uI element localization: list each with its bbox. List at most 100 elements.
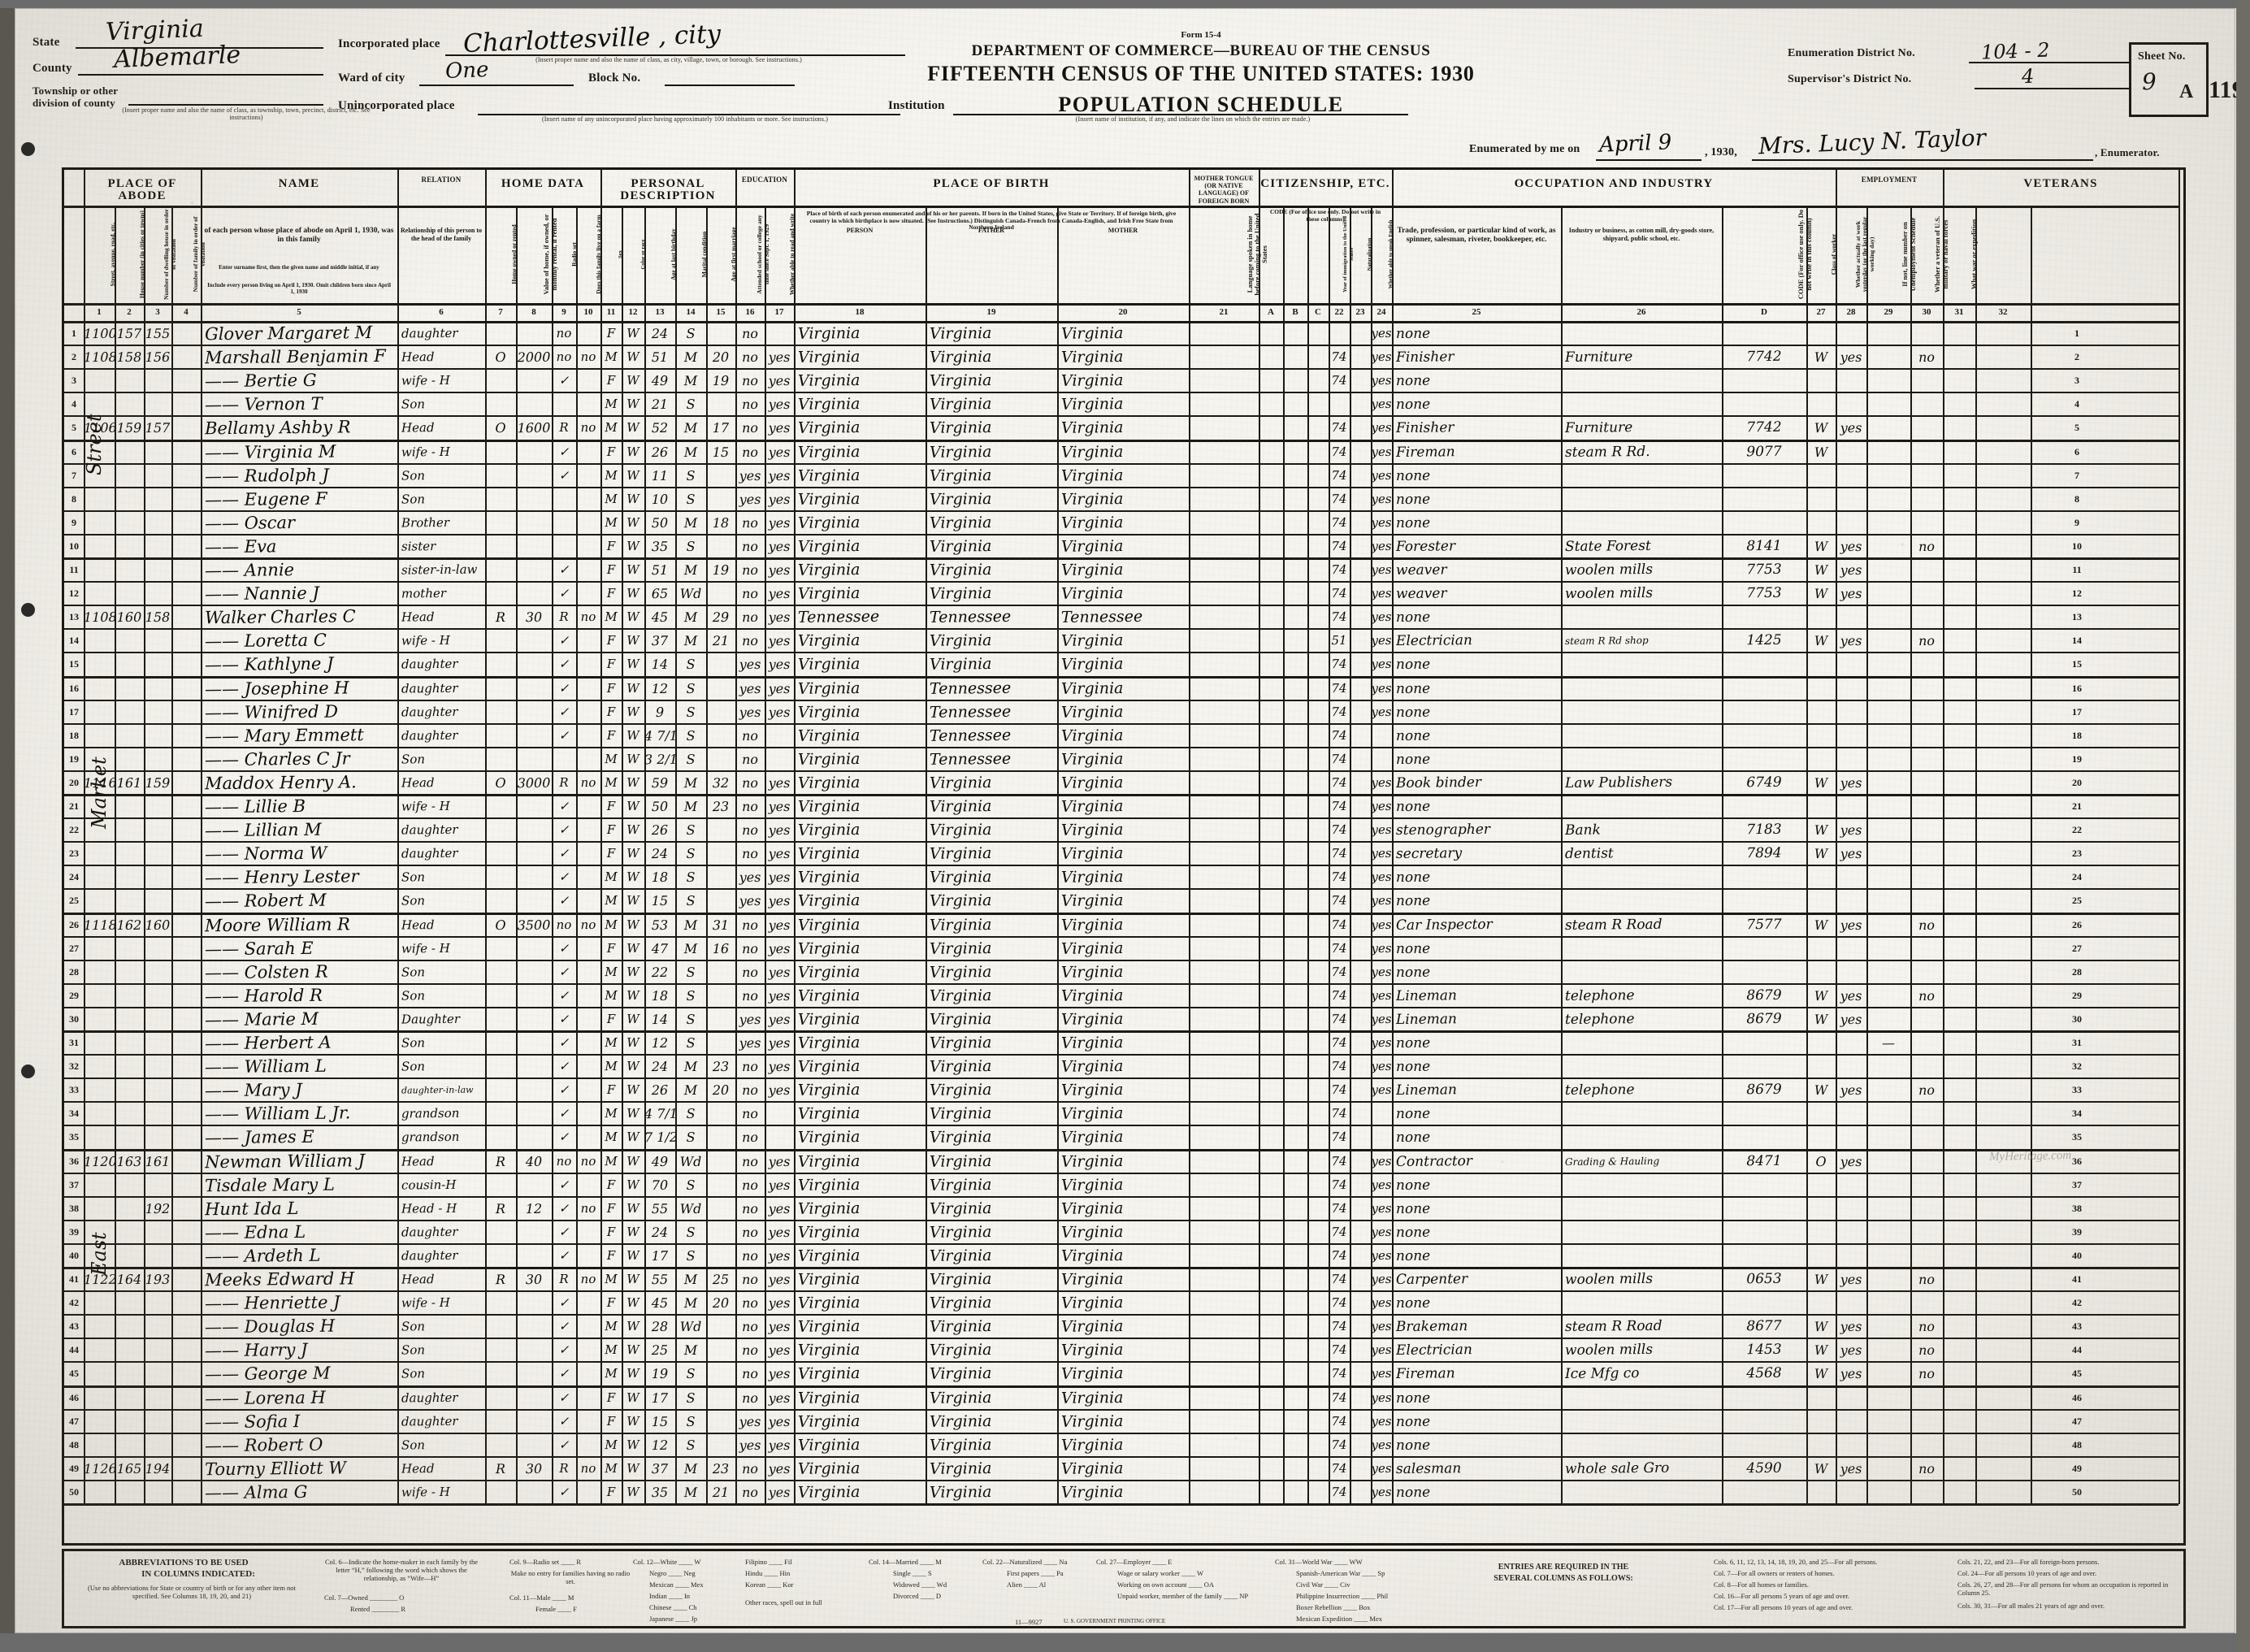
cell-eng: yes xyxy=(1371,1011,1392,1027)
cell-rw: yes xyxy=(768,349,791,366)
cell-cls: W xyxy=(1814,822,1828,839)
grid-line-vertical xyxy=(735,170,737,206)
cell-val: 30 xyxy=(525,1460,543,1476)
cell-code: 7753 xyxy=(1746,561,1782,579)
cell-eng: yes xyxy=(1371,467,1392,483)
column-number: 32 xyxy=(1998,307,2008,317)
cell-eng: yes xyxy=(1371,1460,1392,1476)
cell-sex: M xyxy=(605,1153,618,1169)
row-number-right: 43 xyxy=(2072,1320,2082,1333)
cell-pob: Virginia xyxy=(797,513,861,532)
cell-agem: 16 xyxy=(712,940,730,956)
row-number-left: 50 xyxy=(69,1485,79,1498)
cell-code: 6749 xyxy=(1746,774,1782,791)
cell-race: W xyxy=(626,1153,639,1169)
cell-sex: M xyxy=(605,987,618,1003)
cell-name: Bellamy Ashby R xyxy=(204,418,351,439)
grid-line-vertical xyxy=(1329,206,1330,1504)
cell-rel: wife - H xyxy=(401,940,450,956)
grid-line-horizontal xyxy=(64,1314,2178,1316)
cell-school: no xyxy=(741,1106,759,1122)
cell-imm: 74 xyxy=(1331,751,1347,766)
cell-imm: 74 xyxy=(1331,1011,1347,1026)
cell-ind: woolen mills xyxy=(1564,561,1654,579)
row-number-right: 42 xyxy=(2072,1297,2082,1309)
cell-fpob: Virginia xyxy=(929,939,992,958)
column-number: 15 xyxy=(716,307,726,317)
cell-school: yes xyxy=(739,893,761,909)
row-number-right: 39 xyxy=(2072,1225,2082,1238)
cell-fpob: Virginia xyxy=(929,773,992,792)
cell-fpob: Virginia xyxy=(929,324,992,343)
col31-world-war: Col. 31—World War ____ WW xyxy=(1275,1558,1363,1566)
cell-school: no xyxy=(741,585,759,602)
cell-mar: M xyxy=(683,349,698,366)
row-number-left: 26 xyxy=(69,918,79,930)
cell-emp: yes xyxy=(1840,917,1862,933)
cell-fpob: Virginia xyxy=(929,655,992,674)
cell-code: 7894 xyxy=(1746,844,1782,862)
column-group-header: PERSONAL DESCRIPTION xyxy=(620,178,716,203)
cell-rel: grandson xyxy=(401,1130,460,1145)
cell-race: W xyxy=(626,1271,639,1287)
cell-occ: none xyxy=(1395,680,1431,697)
column-number: 9 xyxy=(561,307,566,317)
cell-radio: ✓ xyxy=(558,1413,570,1429)
cell-fpob: Virginia xyxy=(929,561,992,579)
cell-pob: Virginia xyxy=(797,986,861,1005)
cell-pob: Virginia xyxy=(797,561,861,579)
cell-race: W xyxy=(626,987,639,1003)
cell-cls: W xyxy=(1814,562,1828,579)
grid-line-vertical xyxy=(552,206,553,1504)
grid-line-horizontal xyxy=(64,462,2178,465)
cell-rel: sister xyxy=(401,538,436,554)
grid-line-vertical xyxy=(794,206,796,1504)
column-number: A xyxy=(1268,307,1274,317)
cell-farm: no xyxy=(580,1153,596,1169)
cell-eng: yes xyxy=(1371,1058,1392,1074)
grid-line-horizontal xyxy=(64,746,2178,748)
cell-cls: W xyxy=(1814,987,1828,1004)
cell-mar: M xyxy=(683,444,698,460)
cell-age: 45 xyxy=(651,609,669,626)
cell-race: W xyxy=(626,1390,639,1405)
cell-fpob: Virginia xyxy=(929,1104,992,1124)
cell-code: 1453 xyxy=(1746,1342,1782,1359)
cell-own: R xyxy=(495,1153,506,1169)
cell-rel: Head - H xyxy=(401,1200,457,1216)
cell-ind: Furniture xyxy=(1564,349,1633,366)
cell-code: 7753 xyxy=(1746,584,1782,602)
cell-age: 50 xyxy=(651,514,669,531)
cell-mpob: Virginia xyxy=(1060,962,1124,982)
cell-mpob: Virginia xyxy=(1060,1459,1124,1478)
column-header: Home owned or rented xyxy=(510,224,518,284)
cell-radio: ✓ xyxy=(558,822,570,838)
sheet-value: 9 xyxy=(2141,67,2157,96)
row-number-right: 26 xyxy=(2072,918,2082,930)
margin-note-market: Market xyxy=(88,757,111,829)
cell-race: W xyxy=(626,373,639,388)
cell-sex: M xyxy=(605,514,618,530)
cell-own: R xyxy=(495,609,506,626)
cell-val: 3000 xyxy=(517,774,551,791)
col14-divorced: Divorced ____ D xyxy=(893,1592,942,1600)
enumerator-name: Mrs. Lucy N. Taylor xyxy=(1758,124,1987,160)
cell-rel: daughter xyxy=(401,704,458,720)
cell-cls: W xyxy=(1814,586,1828,602)
cell-name: —— Marie M xyxy=(204,1008,319,1030)
cell-school: no xyxy=(741,1058,759,1075)
cell-val: 30 xyxy=(525,609,543,626)
cell-imm: 74 xyxy=(1331,1034,1347,1051)
cell-vet: no xyxy=(1918,1271,1936,1288)
cell-code: 0653 xyxy=(1746,1270,1782,1288)
cell-occ: none xyxy=(1395,491,1431,508)
cell-eng: yes xyxy=(1371,609,1392,625)
cell-imm: 74 xyxy=(1331,467,1347,483)
cell-fpob: Virginia xyxy=(929,1364,992,1384)
cell-name: —— William L Jr. xyxy=(204,1104,351,1125)
cell-fpob: Virginia xyxy=(929,1341,992,1360)
cell-own: R xyxy=(495,1200,506,1216)
cell-pob: Virginia xyxy=(797,891,861,911)
cell-name: —— Eugene F xyxy=(204,488,327,509)
cell-sex: M xyxy=(605,397,618,412)
